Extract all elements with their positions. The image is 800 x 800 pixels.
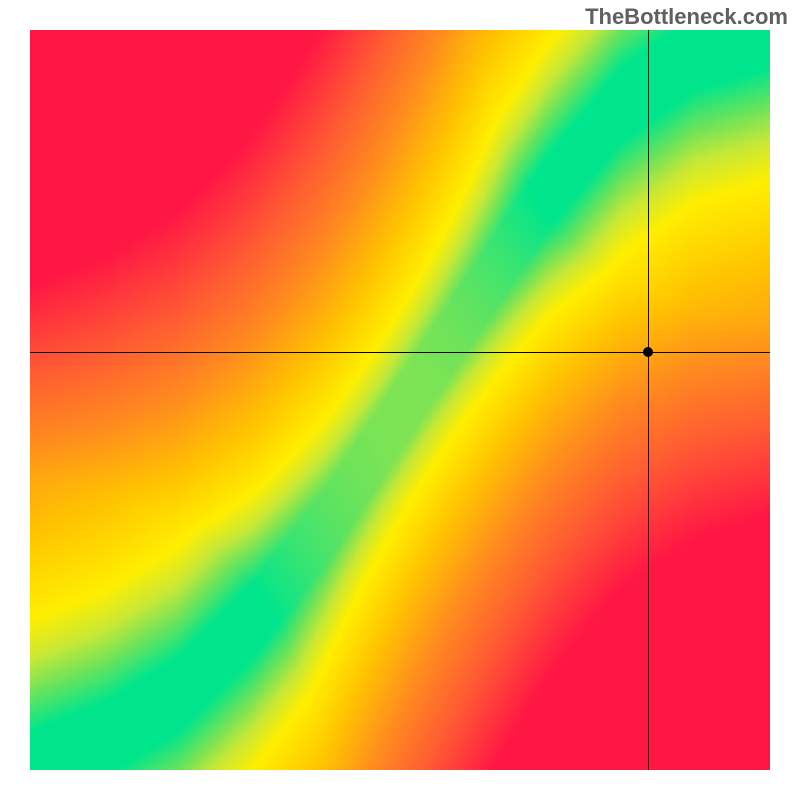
- crosshair-vertical: [648, 30, 649, 770]
- watermark-text: TheBottleneck.com: [585, 4, 788, 30]
- bottleneck-heatmap: [30, 30, 770, 770]
- crosshair-marker: [643, 347, 653, 357]
- heatmap-canvas: [30, 30, 770, 770]
- crosshair-horizontal: [30, 352, 770, 353]
